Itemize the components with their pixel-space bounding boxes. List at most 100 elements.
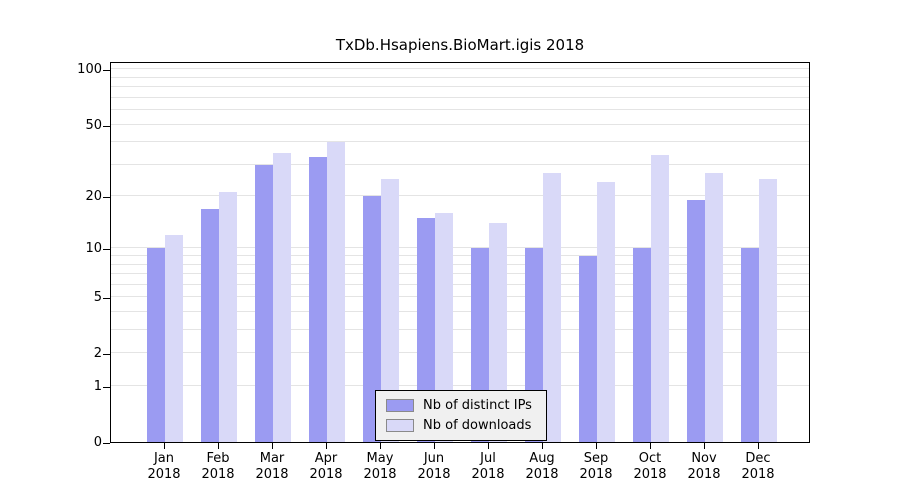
y-tick-label: 5 [93, 290, 102, 306]
gridline [111, 263, 809, 265]
x-tick-year: 2018 [741, 467, 775, 482]
x-tick-year: 2018 [309, 467, 343, 482]
y-tick-mark [103, 387, 110, 388]
x-tick-month: Jan [153, 451, 175, 466]
x-tick-label: Jan 2018 [124, 451, 204, 483]
x-tick-mark [272, 443, 273, 449]
x-tick-label: Feb 2018 [178, 451, 258, 483]
legend: Nb of distinct IPs Nb of downloads [375, 390, 547, 441]
plot-area: Nb of distinct IPs Nb of downloads [110, 62, 810, 443]
bar-downloads [165, 234, 183, 442]
x-tick-month: Nov [691, 451, 717, 466]
gridline [111, 385, 809, 386]
bar-distinct-ips [309, 157, 327, 442]
bar-downloads [273, 152, 291, 442]
x-tick-month: Feb [206, 451, 230, 466]
x-tick-label: Sep 2018 [556, 451, 636, 483]
y-tick-label: 50 [85, 117, 102, 133]
bar-distinct-ips [201, 208, 219, 442]
gridline [111, 76, 809, 78]
y-tick-label: 1 [93, 379, 102, 394]
x-tick-month: Dec [745, 451, 771, 466]
x-tick-month: Apr [314, 451, 338, 466]
gridline [111, 195, 809, 197]
gridline [111, 283, 809, 285]
gridline [111, 109, 809, 111]
x-tick-label: Jul 2018 [448, 451, 528, 483]
bar-distinct-ips [741, 248, 759, 442]
gridline [111, 123, 809, 125]
bar-downloads [705, 172, 723, 442]
x-tick-mark [488, 443, 489, 449]
bar-downloads [327, 142, 345, 442]
x-tick-mark [542, 443, 543, 449]
bar-downloads [489, 223, 507, 442]
gridline [111, 141, 809, 143]
bar-distinct-ips [255, 164, 273, 442]
bar-distinct-ips [687, 200, 705, 442]
bar-downloads [219, 192, 237, 442]
gridline [111, 96, 809, 98]
gridline [111, 296, 809, 298]
x-tick-label: Nov 2018 [664, 451, 744, 483]
x-tick-year: 2018 [471, 467, 505, 482]
x-tick-mark [650, 443, 651, 449]
bar-distinct-ips [363, 196, 381, 442]
legend-swatch-distinct-ips [386, 399, 414, 412]
x-tick-year: 2018 [579, 467, 613, 482]
y-tick-label: 10 [85, 241, 102, 257]
x-tick-year: 2018 [147, 467, 181, 482]
gridline [111, 329, 809, 331]
bar-downloads [759, 178, 777, 442]
x-tick-year: 2018 [255, 467, 289, 482]
gridline [111, 273, 809, 275]
gridline [111, 68, 809, 70]
x-tick-mark [380, 443, 381, 449]
gridline [111, 86, 809, 88]
legend-label: Nb of distinct IPs [423, 398, 532, 413]
bar-downloads [597, 182, 615, 442]
gridline [111, 247, 809, 249]
bar-distinct-ips [147, 248, 165, 442]
x-tick-year: 2018 [687, 467, 721, 482]
bar-distinct-ips [633, 248, 651, 442]
x-tick-month: Oct [638, 451, 662, 466]
x-tick-label: Apr 2018 [286, 451, 366, 483]
x-tick-mark [164, 443, 165, 449]
y-tick-mark [103, 249, 110, 251]
y-tick-mark [103, 298, 110, 300]
x-tick-year: 2018 [525, 467, 559, 482]
legend-swatch-downloads [386, 419, 414, 432]
x-tick-year: 2018 [417, 467, 451, 482]
x-tick-year: 2018 [363, 467, 397, 482]
x-tick-month: Sep [583, 451, 609, 466]
x-tick-mark [758, 443, 759, 449]
bar-distinct-ips [579, 256, 597, 442]
bar-distinct-ips [417, 218, 435, 442]
gridline [111, 163, 809, 165]
y-tick-label: 100 [77, 62, 102, 78]
y-tick-mark [103, 125, 110, 127]
y-tick-mark [103, 443, 110, 444]
x-tick-label: Jun 2018 [394, 451, 474, 483]
gridline [111, 352, 809, 354]
x-tick-month: Jul [480, 451, 496, 466]
bar-downloads [651, 154, 669, 442]
x-tick-label: May 2018 [340, 451, 420, 483]
y-tick-label: 0 [93, 435, 102, 450]
legend-label: Nb of downloads [423, 418, 532, 433]
gridline [111, 255, 809, 257]
x-tick-mark [326, 443, 327, 449]
legend-item: Nb of distinct IPs [386, 398, 532, 413]
x-tick-year: 2018 [201, 467, 235, 482]
x-tick-month: Jun [423, 451, 445, 466]
y-tick-mark [103, 354, 110, 356]
x-tick-label: Oct 2018 [610, 451, 690, 483]
legend-item: Nb of downloads [386, 418, 532, 433]
x-tick-label: Dec 2018 [718, 451, 798, 483]
chart-title: TxDb.Hsapiens.BioMart.igis 2018 [335, 36, 585, 54]
bar-downloads [435, 213, 453, 442]
x-tick-year: 2018 [633, 467, 667, 482]
x-tick-month: Aug [529, 451, 555, 466]
